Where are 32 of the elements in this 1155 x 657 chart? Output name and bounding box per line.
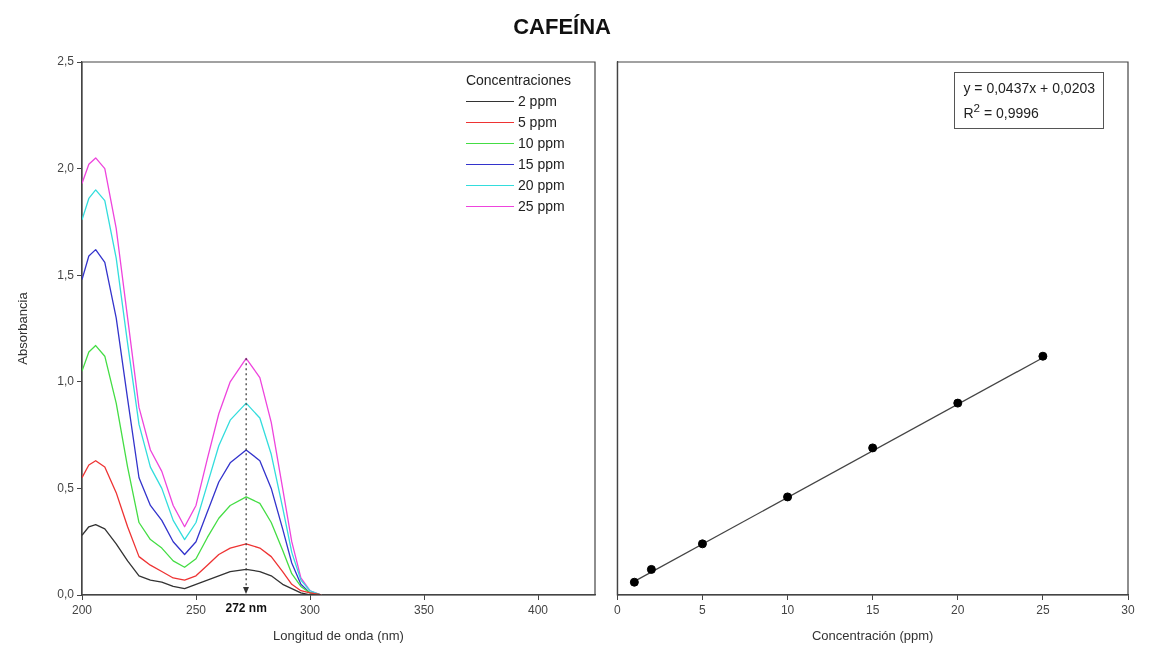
x-axis-title: Longitud de onda (nm) [273,627,404,643]
annotation: R$^{2}$ = 0,9996 [963,100,1040,123]
x-tick-label: 5 [699,602,707,617]
x-tick-label: 400 [527,602,549,617]
y-tick-label: 1,0 [57,374,75,389]
x-tick-label: 25 [1036,602,1050,617]
x-tick-label: 30 [1121,602,1135,617]
x-tick-label: 15 [865,602,880,617]
x-tick-label: 20 [951,602,965,617]
x-tick-label: 350 [413,602,435,617]
x-tick-label: 0 [613,602,621,617]
y-tick-label: 2,0 [57,160,75,175]
legend-title: Concentraciones [465,71,571,90]
y-tick-label: 0,0 [57,587,75,602]
x-tick-label: 300 [299,602,321,617]
legend-label: 15 ppm [517,155,565,174]
chart-title: CAFEÍNA [513,14,611,40]
y-axis-title: Absorbancia [15,291,31,365]
x-axis-title: Concentración (ppm) [811,627,934,643]
legend-label: 20 ppm [517,176,565,195]
y-tick-label: 0,5 [57,480,75,495]
legend-label: 25 ppm [517,197,565,216]
legend-label: 2 ppm [517,92,557,111]
legend-label: 10 ppm [517,134,565,153]
y-tick-label: 2,5 [57,54,75,69]
y-tick-label: 1,5 [57,267,75,282]
annotation: y = 0,0437x + 0,0203 [963,79,1095,98]
ref-line-label: 272 nm [225,601,267,616]
legend-label: 5 ppm [517,113,557,132]
x-tick-label: 10 [780,602,795,617]
x-tick-label: 250 [185,602,207,617]
x-tick-label: 200 [71,602,93,617]
